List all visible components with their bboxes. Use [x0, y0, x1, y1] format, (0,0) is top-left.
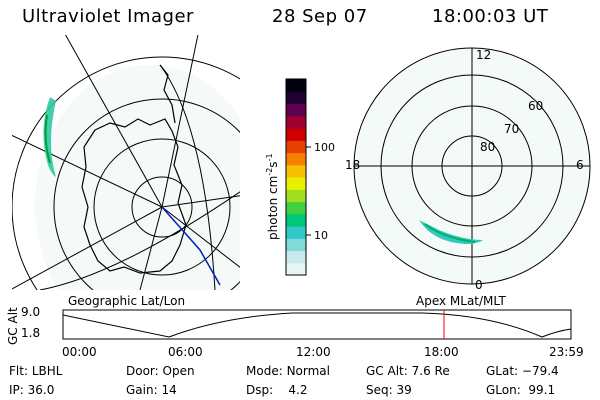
- altitude-ylabel: GC Alt: [6, 307, 20, 345]
- colorbar-cell: [286, 79, 306, 92]
- colorbar-cell: [286, 189, 306, 203]
- altitude-ytick-high: 9.0: [21, 305, 41, 319]
- mlat-label-60: 60: [528, 99, 543, 113]
- altitude-xtick-1800: 18:00: [424, 345, 459, 359]
- altitude-xtick-2359: 23:59: [549, 345, 584, 359]
- mlt-label-18: 18: [345, 158, 360, 172]
- status-glat: GLat: −79.4: [486, 364, 559, 378]
- colorbar-cell: [286, 213, 306, 227]
- satellite-track: [159, 64, 216, 290]
- meridian-line: [161, 195, 240, 208]
- mlat-label-80: 80: [480, 140, 495, 154]
- mlt-label-0: 0: [475, 278, 483, 292]
- instrument-title: Ultraviolet Imager: [22, 6, 194, 27]
- colorbar: 100 10 photon cm-2s-1: [265, 78, 335, 276]
- colorbar-border: [285, 78, 307, 276]
- status-glon: GLon: 99.1: [486, 383, 556, 397]
- meridian-line: [65, 35, 163, 208]
- colorbar-cell: [286, 238, 306, 252]
- status-filter: Flt: LBHL: [9, 364, 63, 378]
- colorbar-cell: [286, 201, 306, 215]
- status-gain: Gain: 14: [126, 383, 177, 397]
- latitude-circle: [12, 56, 240, 290]
- colorbar-scale: [286, 79, 306, 276]
- latitude-circle: [53, 98, 240, 290]
- altitude-ytick-low: 1.8: [21, 326, 41, 340]
- status-gc-alt: GC Alt: 7.6 Re: [366, 364, 450, 378]
- grid-curve: [39, 191, 240, 290]
- colorbar-cell: [286, 140, 306, 154]
- antarctica-coastline: [81, 118, 187, 274]
- aurora-core: [44, 114, 51, 164]
- meridian-line: [12, 206, 163, 290]
- colorbar-cell: [286, 226, 306, 239]
- meridian-line: [161, 35, 199, 208]
- status-door: Door: Open: [126, 364, 195, 378]
- colorbar-cell: [286, 115, 306, 129]
- time-label: 18:00:03 UT: [432, 6, 549, 27]
- status-mode: Mode: Normal: [246, 364, 330, 378]
- colorbar-tick-label-10: 10: [314, 229, 328, 242]
- altitude-plot: [62, 309, 572, 340]
- status-ip: IP: 36.0: [9, 383, 55, 397]
- altitude-curve: [62, 312, 572, 338]
- altitude-plot-frame: [62, 309, 572, 340]
- geographic-map: [12, 35, 240, 290]
- colorbar-cell: [286, 152, 306, 166]
- geographic-map-label: Geographic Lat/Lon: [68, 294, 186, 308]
- aurora-oval-segment: [419, 220, 483, 244]
- date-label: 28 Sep 07: [272, 6, 368, 27]
- colorbar-cell: [286, 177, 306, 190]
- mlt-label-12: 12: [476, 48, 491, 62]
- south-america-coastline: [159, 64, 176, 124]
- colorbar-cell: [286, 103, 306, 117]
- colorbar-cell: [286, 164, 306, 178]
- status-seq: Seq: 39: [366, 383, 412, 397]
- apex-map-label: Apex MLat/MLT: [416, 294, 506, 308]
- mlat-mlt-polar-map: 12 0 18 6 80 70 60: [345, 47, 591, 292]
- mlat-label-70: 70: [504, 122, 519, 136]
- colorbar-tick-label-100: 100: [314, 141, 335, 154]
- colorbar-cell: [286, 128, 306, 141]
- ground-track: [161, 206, 221, 286]
- colorbar-cell: [286, 250, 306, 264]
- colorbar-label: photon cm-2s-1: [265, 153, 280, 240]
- aurora-oval-core: [424, 223, 476, 243]
- colorbar-cell: [286, 262, 306, 276]
- altitude-xtick-0000: 00:00: [62, 345, 97, 359]
- meridian-line: [12, 134, 163, 208]
- meridian-line: [139, 206, 163, 290]
- altitude-xtick-0600: 06:00: [168, 345, 203, 359]
- colorbar-cell: [286, 91, 306, 105]
- mlt-label-6: 6: [576, 158, 584, 172]
- latitude-circle: [93, 138, 231, 276]
- status-dsp: Dsp: 4.2: [246, 383, 308, 397]
- altitude-xtick-1200: 12:00: [296, 345, 331, 359]
- meridian-line: [161, 206, 240, 268]
- latitude-circle: [131, 176, 193, 238]
